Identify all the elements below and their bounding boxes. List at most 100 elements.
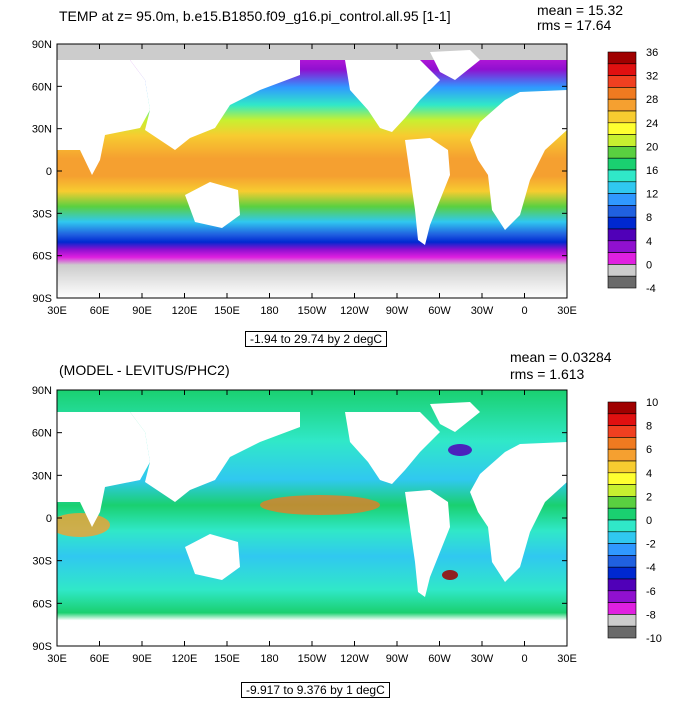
axis-ticks: 30E 60E 90E 120E 150E 180 150W 120W 90W 60W 30W 0 30… — [32, 39, 577, 317]
land-africa-europe — [57, 60, 567, 230]
colorbar-label: -4 — [646, 562, 656, 574]
colorbar-label: 16 — [646, 165, 658, 177]
colorbar-label: 8 — [646, 212, 652, 224]
x-tick-label: 30W — [471, 653, 494, 665]
land-australia — [185, 534, 240, 580]
x-tick-label: 60E — [90, 653, 110, 665]
colorbar-swatch — [607, 413, 637, 426]
x-tick-label: 120E — [172, 305, 198, 317]
x-tick-label: 30E — [47, 305, 67, 317]
colorbar-swatch — [607, 216, 637, 230]
x-tick-label: 90E — [132, 653, 152, 665]
difference-figure: 30E 60E 90E 120E 150E 180 150W 120W 90W 60W 30W 0 30… — [0, 349, 700, 700]
mean-stat: mean = 0.03284 — [510, 350, 612, 365]
colorbar-label: 24 — [646, 118, 658, 130]
difference-field — [57, 390, 567, 646]
y-tick-label: 60S — [32, 251, 52, 263]
colorbar-swatch — [607, 472, 637, 485]
rms-stat: rms = 1.613 — [510, 366, 585, 382]
x-tick-label: 30E — [557, 653, 577, 665]
land-africa-europe — [57, 412, 567, 582]
anomaly-warm-pacific — [260, 495, 380, 515]
colorbar-label: -10 — [646, 633, 662, 645]
y-tick-label: 30S — [32, 208, 52, 220]
colorbar-swatch — [607, 437, 637, 450]
colorbar-label: 10 — [646, 397, 658, 409]
x-tick-label: 150W — [298, 653, 327, 665]
land-greenland — [430, 402, 480, 432]
x-tick-label: 150E — [214, 305, 240, 317]
mean-stat: mean = 15.32 — [537, 2, 623, 18]
y-tick-label: 0 — [46, 166, 52, 178]
colorbar-swatch — [607, 205, 637, 218]
colorbar-swatch — [607, 98, 637, 112]
colorbar-swatch — [607, 157, 637, 171]
colorbar-swatch — [607, 614, 637, 627]
colorbar-swatch — [607, 578, 637, 592]
contour-range-label: -9.917 to 9.376 by 1 degC — [241, 682, 390, 698]
anomaly-warm-south-atlantic — [442, 570, 458, 580]
y-tick-label: 90S — [32, 641, 52, 653]
y-tick-label: 60N — [32, 428, 52, 440]
temperature-map-svg: 30E 60E 90E 120E 150E 180 150W 120W 90W 60W 30W 0 30… — [32, 2, 658, 317]
colorbar-label: -2 — [646, 539, 656, 551]
y-tick-label: 30N — [32, 124, 52, 136]
colorbar-label: 0 — [646, 515, 652, 527]
land-asia — [130, 60, 300, 150]
colorbar-label: -6 — [646, 586, 656, 598]
colorbar-label: -8 — [646, 609, 656, 621]
land-americas — [345, 60, 450, 245]
colorbar-swatch — [607, 51, 637, 65]
colorbar-swatch — [607, 519, 637, 533]
colorbar-swatch — [607, 566, 637, 580]
x-tick-label: 120W — [340, 305, 369, 317]
colorbar-swatch — [607, 531, 637, 544]
colorbar-swatch — [607, 146, 637, 159]
colorbar-swatch — [607, 401, 637, 415]
x-tick-label: 150W — [298, 305, 327, 317]
colorbar-label: 36 — [646, 47, 658, 59]
x-tick-label: 180 — [260, 305, 278, 317]
colorbar-label: 2 — [646, 491, 652, 503]
colorbar-swatch — [607, 543, 637, 556]
difference-map-svg: 30E 60E 90E 120E 150E 180 150W 120W 90W 60W 30W 0 30… — [32, 349, 662, 665]
x-tick-label: 120E — [172, 653, 198, 665]
colorbar-label: 4 — [646, 236, 652, 248]
colorbar-label: 28 — [646, 94, 658, 106]
colorbar-label: 6 — [646, 444, 652, 456]
colorbar-swatch — [607, 110, 637, 124]
y-tick-label: 60N — [32, 81, 52, 93]
colorbar-swatch — [607, 264, 637, 277]
colorbar-label: 8 — [646, 421, 652, 433]
land-asia — [130, 412, 300, 502]
colorbar-label: -4 — [646, 283, 656, 295]
colorbar-swatch — [607, 555, 637, 568]
colorbar: 10 8 6 4 2 0 -2 -4 -6 -8 -10 — [607, 397, 662, 645]
y-tick-label: 90N — [32, 385, 52, 397]
x-tick-label: 150E — [214, 653, 240, 665]
colorbar-swatch — [607, 425, 637, 438]
colorbar-swatch — [607, 181, 637, 194]
x-tick-label: 180 — [260, 653, 278, 665]
colorbar-swatch — [607, 63, 637, 76]
y-tick-label: 30S — [32, 556, 52, 568]
colorbar-swatch — [607, 169, 637, 183]
colorbar-label: 4 — [646, 468, 652, 480]
colorbar-swatch — [607, 122, 637, 135]
x-tick-label: 0 — [521, 305, 527, 317]
colorbar-swatch — [607, 448, 637, 462]
x-tick-label: 60W — [428, 653, 451, 665]
colorbar-swatch — [607, 228, 637, 242]
land-americas — [345, 412, 450, 597]
x-tick-label: 60E — [90, 305, 110, 317]
x-tick-label: 90W — [386, 653, 409, 665]
contour-range-label: -1.94 to 29.74 by 2 degC — [245, 331, 388, 347]
colorbar-swatch — [607, 625, 637, 639]
colorbar-swatch — [607, 134, 637, 147]
colorbar-swatch — [607, 496, 637, 509]
rms-stat: rms = 17.64 — [537, 17, 612, 33]
colorbar-swatch — [607, 460, 637, 474]
colorbar-swatch — [607, 193, 637, 206]
colorbar-label: 0 — [646, 259, 652, 271]
colorbar-swatch — [607, 507, 637, 521]
